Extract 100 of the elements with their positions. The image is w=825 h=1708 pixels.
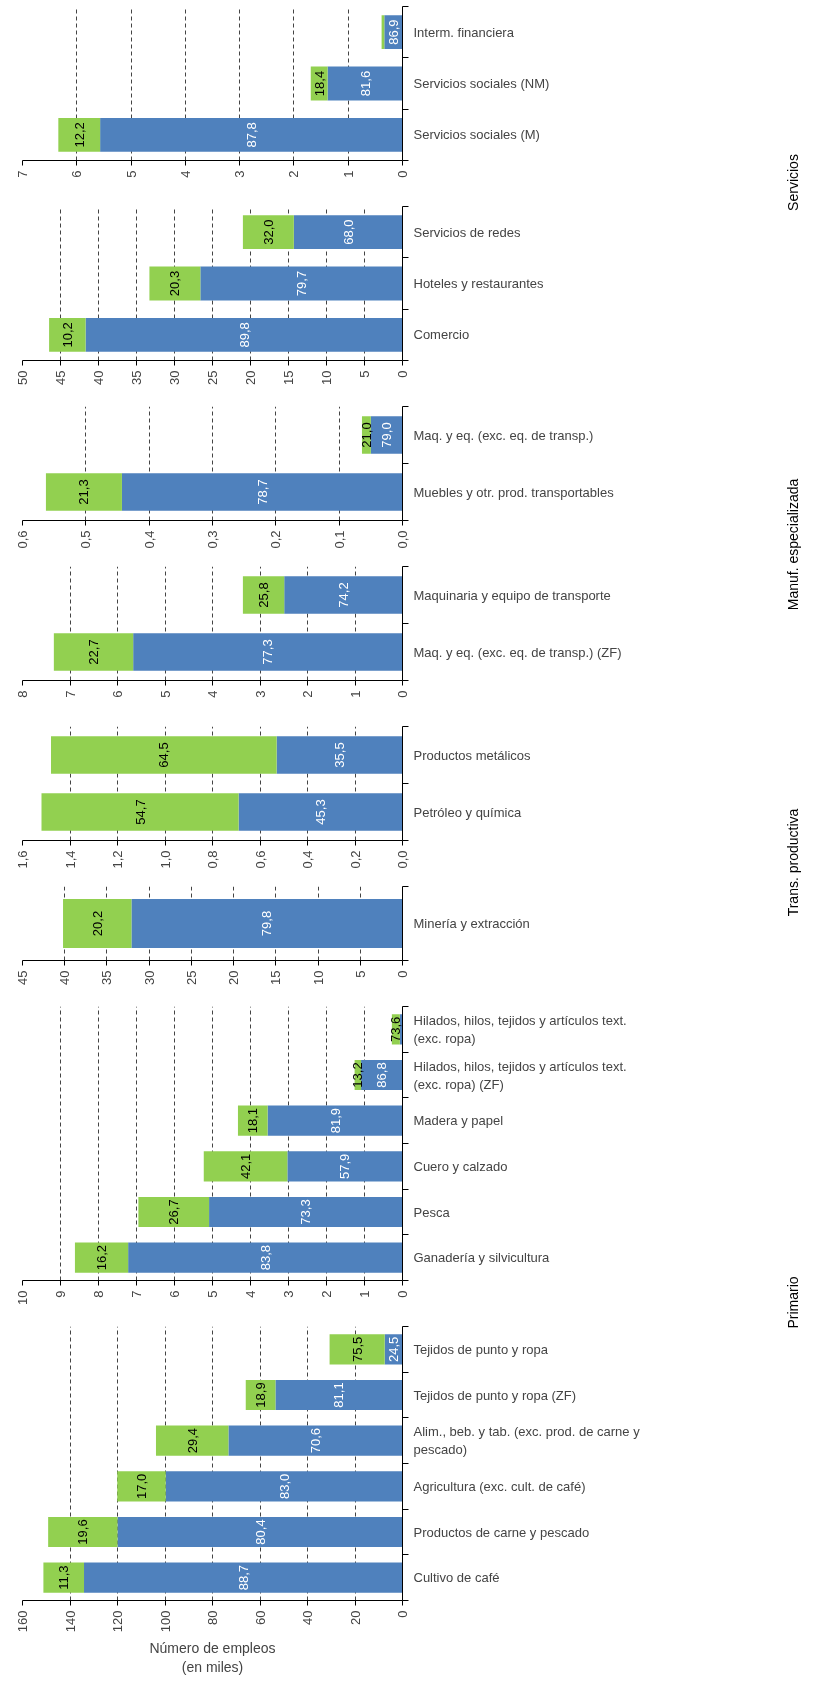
annotation: 79,8 [259,910,275,937]
x-tick-label: 7 [129,1290,144,1298]
y-tick-label: Tejidos de punto y ropa (ZF) [413,1387,577,1403]
x-tick-label: 8 [91,1290,106,1298]
y-tick-label: Servicios sociales (M) [413,127,540,143]
annotation: 81,1 [331,1382,347,1408]
x-tick-label: 20 [347,1610,363,1625]
annotation: 19,6 [75,1519,91,1545]
bar [121,473,403,511]
bar [45,473,122,511]
y-tick-label: Cultivo de café [413,1570,500,1586]
y-tick-label: Comercio [413,327,470,343]
x-tick-label: 3 [232,170,248,178]
bar [203,1151,288,1182]
annotation: 20,3 [167,270,183,297]
x-tick-label: 40 [300,1610,315,1625]
bar [58,117,101,152]
y-tick-label: Maq. y eq. (exc. eq. de transp.) (ZF) [413,644,622,660]
x-tick-label: 0,2 [347,850,363,869]
x-tick-label: 6 [69,170,85,178]
x-tick-label: 35 [99,970,115,985]
text: Servicios [784,154,801,211]
bar [284,576,403,614]
y-tick-label: Hoteles y restaurantes [413,276,545,291]
y-tick-label: Interm. financiera [413,24,515,40]
y-tick-label: Petróleo y química [413,804,522,820]
x-tick-label: 10 [319,370,334,385]
x-tick-label: 0,0 [395,530,410,549]
annotation: 29,4 [184,1428,200,1454]
bar [138,1196,210,1228]
bar [155,1425,229,1456]
bar [293,215,403,250]
x-tick-label: 0,2 [268,530,284,549]
bar [48,1516,118,1548]
annotation: 73,3 [298,1199,314,1225]
text: Manuf. especializada [784,478,801,611]
annotation: 20,2 [89,910,105,937]
x-tick-label: 9 [53,1290,68,1298]
x-tick-label: 1,4 [62,850,78,869]
x-tick-label: 3 [252,690,268,698]
annotation: 75,5 [349,1336,365,1362]
x-tick-label: 4 [177,170,193,178]
bar [84,1562,403,1593]
annotation: 79,7 [293,270,309,297]
x-tick-label: 15 [268,970,284,985]
x-tick-label: 8 [15,690,30,698]
x-tick-label: 120 [110,1610,125,1633]
x-tick-label: 80 [205,1610,220,1625]
x-tick-label: 1,0 [157,850,173,869]
annotation: 12,2 [71,122,87,148]
x-tick-label: 4 [205,690,220,698]
annotation: 25,8 [256,582,272,608]
x-tick-label: 5 [357,370,372,378]
x-tick-label: 6 [167,1290,182,1298]
y-tick-label: Productos metálicos [413,747,532,763]
bar [329,1334,385,1365]
annotation: 35,5 [332,742,348,768]
x-tick-label: 1 [340,170,356,178]
y-tick-label: Ganadería y silvicultura [413,1250,551,1266]
y-tick-label: Pesca [413,1204,451,1220]
x-tick-label: 0,6 [252,850,268,869]
y-tick-label: Madera y papel [413,1113,504,1129]
x-tick-label: 160 [15,1610,30,1633]
bar [287,1151,403,1182]
y-tick-label: Muebles y otr. prod. transportables [413,484,615,500]
y-tick-label: Servicios sociales (NM) [413,76,550,91]
y-tick-label: Alim., beb. y tab. (exc. prod. de carne y pescado) [413,1424,641,1458]
x-tick-label: 45 [53,370,68,385]
bar [117,1471,166,1502]
bar [238,793,403,831]
x-tick-label: 5 [157,690,173,698]
annotation: 73,6 [388,1016,404,1042]
annotation: 13,2 [350,1062,366,1088]
annotation: 78,7 [254,479,270,505]
bar [276,736,403,774]
x-tick-label: 10 [310,970,326,985]
x-tick-label: 2 [319,1290,334,1298]
y-tick-label: Agricultura (exc. cult. de café) [413,1478,586,1494]
bar [41,793,239,831]
annotation: 80,4 [252,1519,268,1545]
text: Primario [784,1276,801,1329]
annotation: 10,2 [59,322,75,348]
annotation: 45,3 [313,799,329,825]
x-tick-label: 1 [347,690,363,698]
annotation: 21,3 [76,479,92,505]
x-tick-label: 0 [395,170,410,178]
x-tick-label: 100 [157,1610,173,1633]
annotation: 83,0 [276,1473,292,1499]
x-tick-label: 5 [123,170,139,178]
x-tick-label: 0,3 [205,530,220,549]
bar [51,736,277,774]
x-tick-label: 0,6 [15,530,30,549]
x-tick-label: 25 [205,370,220,385]
y-tick-label: Tejidos de punto y ropa [413,1341,549,1357]
y-tick-label: Maquinaria y equipo de transporte [413,587,611,603]
bar [43,1562,85,1593]
annotation: 89,8 [236,322,252,348]
x-axis-title: Número de empleos (en miles) [149,1640,276,1676]
annotation: 42,1 [238,1153,254,1179]
bar [117,1516,403,1548]
